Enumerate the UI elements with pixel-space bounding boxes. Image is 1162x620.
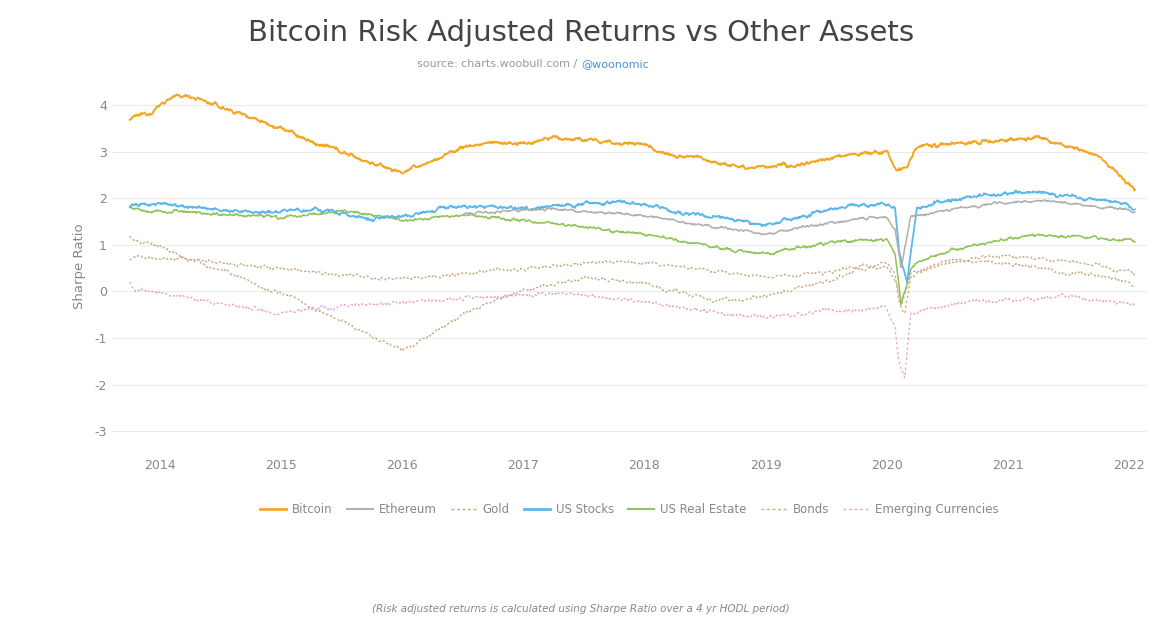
Text: @woonomic: @woonomic <box>581 59 648 69</box>
Y-axis label: Sharpe Ratio: Sharpe Ratio <box>73 223 86 309</box>
Text: (Risk adjusted returns is calculated using Sharpe Ratio over a 4 yr HODL period): (Risk adjusted returns is calculated usi… <box>372 604 790 614</box>
Text: Bitcoin Risk Adjusted Returns vs Other Assets: Bitcoin Risk Adjusted Returns vs Other A… <box>248 19 914 46</box>
Legend: Bitcoin, Ethereum, Gold, US Stocks, US Real Estate, Bonds, Emerging Currencies: Bitcoin, Ethereum, Gold, US Stocks, US R… <box>256 498 1003 521</box>
Text: source: charts.woobull.com /: source: charts.woobull.com / <box>417 59 581 69</box>
